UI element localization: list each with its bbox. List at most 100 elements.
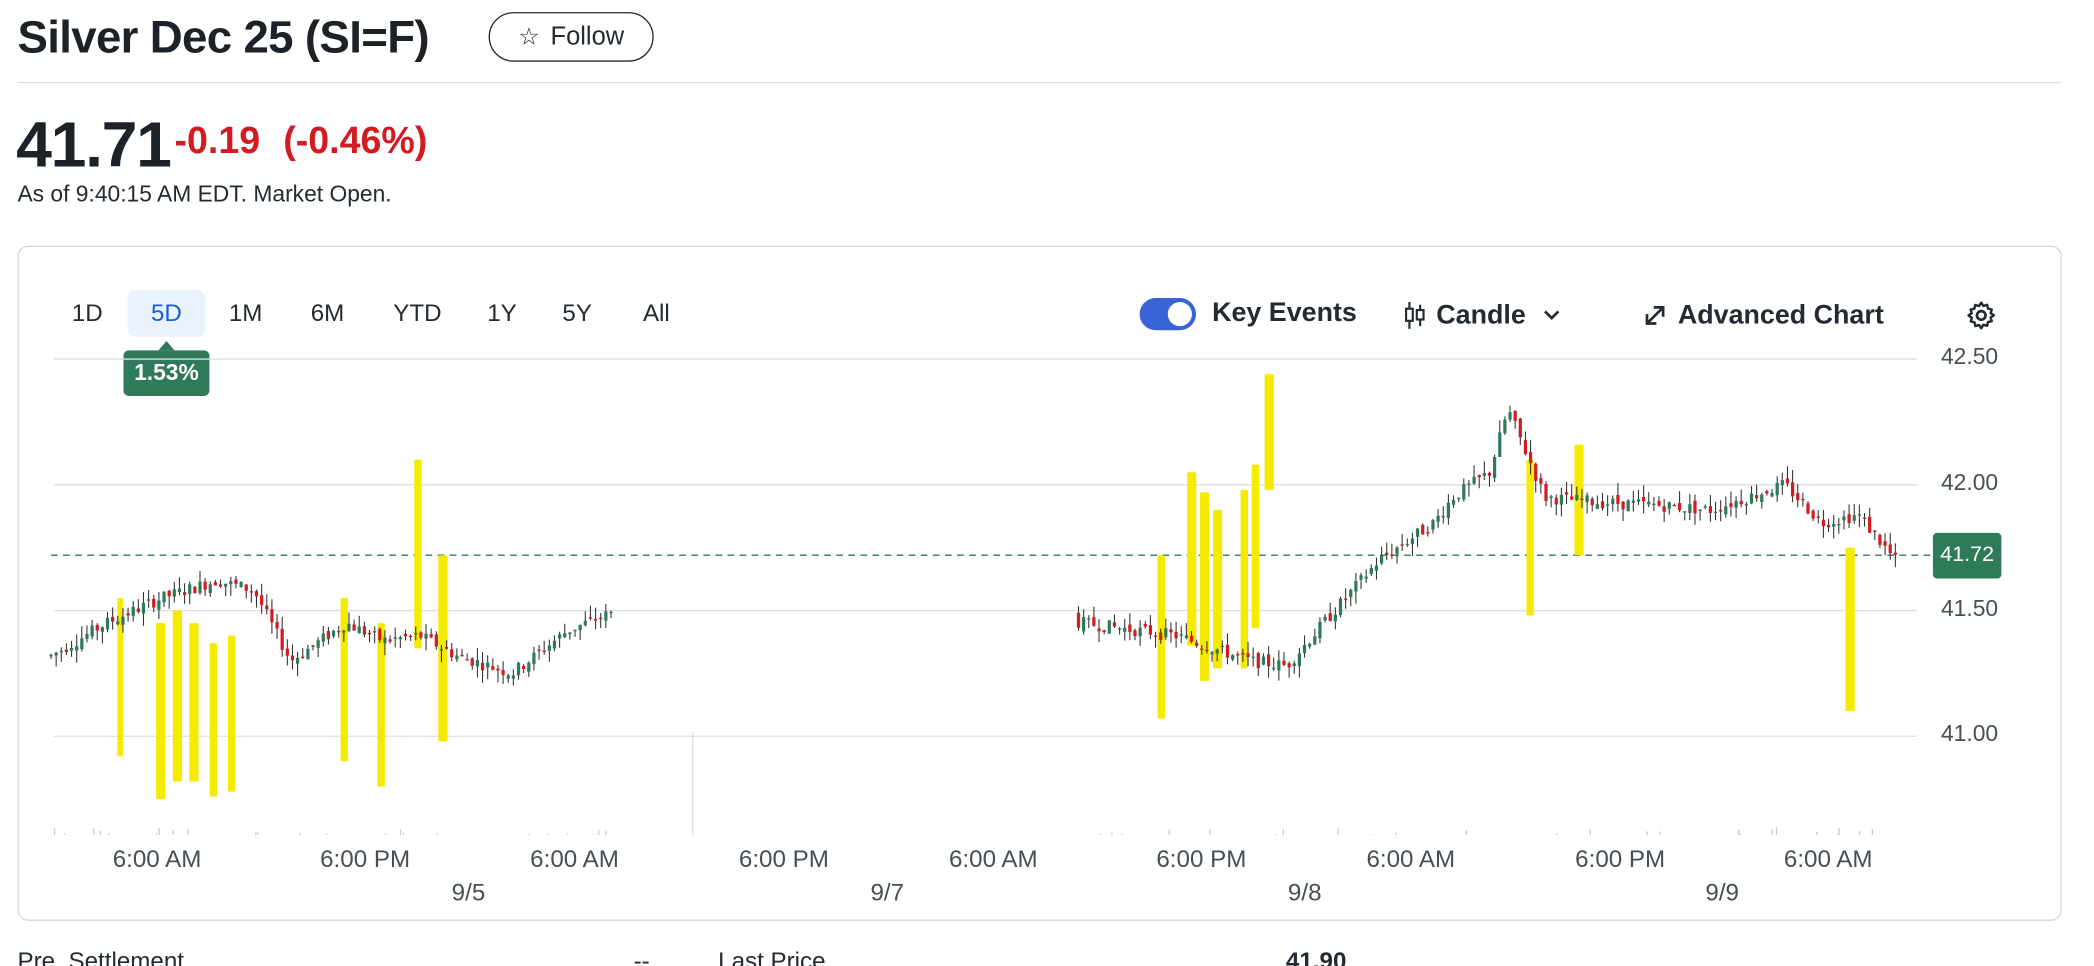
candle-body [1205, 649, 1209, 652]
key-event-band [414, 459, 422, 649]
range-5y[interactable]: 5Y [562, 299, 592, 327]
candle-body [90, 625, 94, 637]
candle-body [450, 649, 454, 658]
candle-body [270, 609, 274, 623]
candle-body [1760, 494, 1764, 503]
chart-type-dropdown[interactable]: Candle [1404, 298, 1561, 333]
candle-body [1426, 532, 1430, 534]
candle-body [1713, 511, 1718, 514]
candle-body [604, 611, 608, 621]
candle-body [239, 582, 243, 587]
candle-body [1503, 419, 1507, 434]
candle-body [1549, 496, 1553, 498]
candle-body [182, 592, 187, 596]
range-5d[interactable]: 5D [127, 289, 206, 337]
candle-body [1117, 628, 1122, 630]
key-event-band [156, 623, 166, 800]
candle-body [1400, 544, 1404, 546]
range-6m[interactable]: 6M [310, 299, 345, 327]
candle-body [1338, 598, 1343, 616]
y-tick-label: 42.50 [1940, 343, 1999, 370]
candle-body [249, 591, 253, 593]
candle-body [486, 662, 490, 668]
candle-body [588, 617, 593, 619]
candle-body [1606, 504, 1610, 506]
candle-body [229, 581, 233, 585]
candle-body [321, 633, 325, 642]
range-ytd[interactable]: YTD [393, 299, 442, 327]
candle-body [1570, 496, 1574, 500]
candle-body [1528, 452, 1533, 464]
candle-body [1873, 530, 1877, 533]
key-events-toggle[interactable] [1139, 297, 1196, 331]
candle-body [1148, 625, 1153, 635]
candle-body [455, 655, 459, 660]
candle-body [116, 621, 120, 625]
candle-body [1128, 624, 1132, 632]
candle-body [558, 634, 562, 639]
gear-icon[interactable] [1965, 299, 1997, 331]
candle-body [1734, 500, 1738, 508]
candle-body [1575, 494, 1579, 500]
candle-body [1600, 501, 1605, 509]
advanced-chart-button[interactable]: Advanced Chart [1643, 298, 1884, 333]
candle-body [1744, 504, 1748, 506]
candle-body [1272, 667, 1276, 670]
key-event-band [1187, 472, 1197, 646]
candle-body [1189, 635, 1194, 642]
candle-body [1826, 524, 1831, 528]
key-event-band [1845, 547, 1855, 712]
date-label: 9/7 [870, 879, 905, 907]
date-label: 9/9 [1705, 879, 1739, 907]
candle-body [1133, 630, 1137, 637]
candle-body [475, 660, 480, 667]
range-all[interactable]: All [642, 299, 670, 327]
candle-body [1801, 498, 1805, 501]
follow-button[interactable]: ☆ Follow [488, 12, 654, 62]
range-1d[interactable]: 1D [71, 299, 103, 327]
candle-body [1811, 510, 1815, 519]
candle-body [527, 662, 531, 672]
candle-body [1102, 630, 1106, 633]
candle-body [1770, 493, 1774, 497]
candle-body [275, 621, 279, 629]
candle-body [167, 590, 171, 597]
candle-body [362, 626, 367, 635]
key-event-band [377, 623, 385, 787]
candle-body [583, 620, 587, 626]
candle-body [1477, 475, 1481, 478]
candle-body [1395, 547, 1399, 554]
candle-body [126, 613, 130, 616]
candle-body [100, 627, 104, 632]
x-tick-label: 6:00 AM [1783, 845, 1873, 873]
range-1m[interactable]: 1M [228, 299, 263, 327]
range-1y[interactable]: 1Y [487, 299, 517, 327]
y-tick-label: 41.00 [1940, 720, 1999, 747]
candle-body [1364, 576, 1368, 579]
candle-body [295, 657, 300, 664]
candle-body [388, 639, 392, 642]
candle-body [1688, 504, 1692, 513]
candle-body [1708, 506, 1713, 513]
key-event-band [1212, 509, 1223, 669]
candle-body [1349, 589, 1353, 597]
candle-body [1344, 598, 1348, 600]
candle-body [1266, 654, 1271, 667]
candle-body [1123, 627, 1127, 632]
candle-body [136, 608, 140, 612]
candle-body [59, 650, 63, 653]
candle-body [1878, 534, 1882, 545]
advanced-chart-label: Advanced Chart [1677, 300, 1884, 330]
candle-body [80, 638, 84, 650]
key-event-band [209, 643, 217, 797]
candle-body [1457, 497, 1461, 500]
candle-body [121, 616, 125, 625]
candle-body [1631, 500, 1635, 503]
candle-body [1261, 656, 1266, 665]
candle-body [1765, 491, 1769, 494]
candle-body [1564, 492, 1569, 495]
candle-body [357, 626, 361, 634]
candle-body [470, 658, 474, 666]
candle-body [1611, 498, 1615, 505]
